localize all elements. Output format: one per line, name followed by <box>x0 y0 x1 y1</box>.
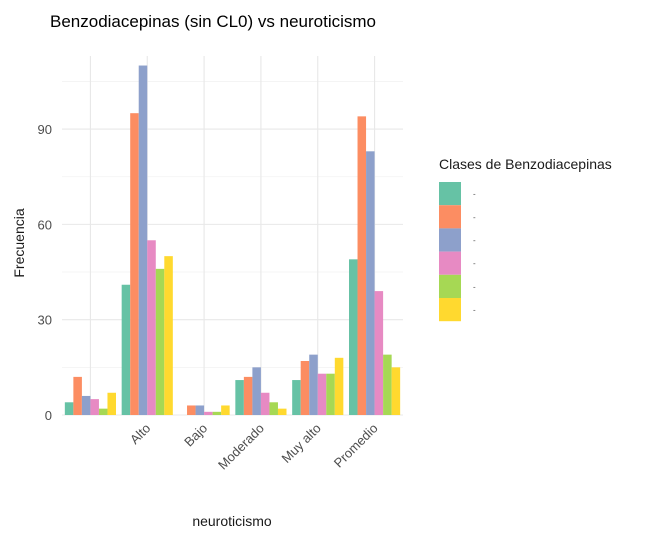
x-tick-label: Moderado <box>215 421 267 473</box>
x-tick-label: Promedio <box>331 421 381 471</box>
bar <box>155 268 165 415</box>
legend-key <box>439 298 461 322</box>
y-axis-tick-labels: 0 30 60 90 <box>38 122 52 423</box>
legend-key <box>439 228 461 252</box>
bar <box>138 65 148 415</box>
legend-key <box>439 182 461 206</box>
x-tick-label: Alto <box>127 421 153 447</box>
y-tick-label: 60 <box>38 217 52 232</box>
bar <box>243 376 253 415</box>
bar <box>164 256 173 415</box>
y-tick-label: 0 <box>45 408 52 423</box>
bar <box>374 291 384 415</box>
bar <box>73 376 82 415</box>
chart-title: Benzodiacepinas (sin CL0) vs neuroticism… <box>50 12 376 31</box>
bar <box>252 367 261 415</box>
legend-label: - <box>473 306 476 315</box>
bar <box>187 405 196 415</box>
bar <box>309 354 318 415</box>
bar <box>147 240 156 415</box>
bar <box>391 367 401 415</box>
y-tick-label: 90 <box>38 122 52 137</box>
bar <box>121 284 131 415</box>
bar <box>90 399 99 415</box>
bar <box>64 402 74 415</box>
x-axis-title: neuroticismo <box>192 513 272 529</box>
x-tick-label: Muy alto <box>279 421 324 466</box>
legend: Clases de Benzodiacepinas - - - - - - <box>439 156 612 322</box>
legend-label: - <box>473 236 476 245</box>
x-axis-tick-labels: Alto Bajo Moderado Muy alto Promedio <box>127 421 381 473</box>
y-axis-title: Frecuencia <box>11 208 27 277</box>
legend-label: - <box>473 282 476 291</box>
bar <box>292 380 301 415</box>
legend-title: Clases de Benzodiacepinas <box>439 156 612 172</box>
legend-label: - <box>473 213 476 222</box>
bar <box>212 411 222 415</box>
bars <box>64 65 401 416</box>
x-tick-label: Bajo <box>181 421 210 450</box>
bar <box>81 395 91 415</box>
bar <box>357 116 367 416</box>
bar <box>326 373 335 415</box>
bar <box>334 357 344 415</box>
bar <box>349 259 358 415</box>
bar <box>300 360 310 415</box>
legend-label: - <box>473 190 476 199</box>
bar <box>204 411 213 415</box>
bar <box>195 405 205 415</box>
y-tick-label: 30 <box>38 313 52 328</box>
legend-key <box>439 251 461 275</box>
legend-key <box>439 274 461 298</box>
bar <box>130 113 139 415</box>
bar <box>235 380 244 415</box>
bar <box>221 405 230 415</box>
legend-key <box>439 205 461 229</box>
bar <box>98 408 108 415</box>
bar <box>269 402 278 415</box>
bar <box>366 151 375 415</box>
bar <box>260 392 270 415</box>
bar <box>317 373 327 415</box>
bar <box>277 408 287 415</box>
legend-label: - <box>473 259 476 268</box>
bar <box>107 392 116 415</box>
bar <box>383 354 392 415</box>
